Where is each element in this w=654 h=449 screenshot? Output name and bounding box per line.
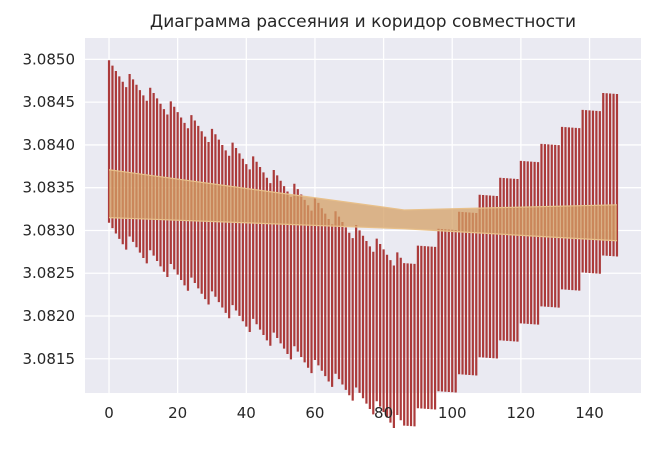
y-tick-label: 3.0815 <box>23 350 76 368</box>
y-tick-label: 3.0850 <box>23 50 76 68</box>
y-tick-label: 3.0845 <box>23 93 76 111</box>
x-tick-label: 40 <box>237 404 256 422</box>
x-tick-label: 80 <box>374 404 393 422</box>
y-axis: 3.0815 3.0820 3.0825 3.0830 3.0835 3.0840 3.08… <box>23 50 76 367</box>
y-tick-label: 3.0830 <box>23 221 76 239</box>
x-tick-label: 20 <box>168 404 187 422</box>
x-tick-label: 60 <box>305 404 324 422</box>
y-tick-label: 3.0840 <box>23 136 76 154</box>
x-tick-label: 0 <box>104 404 114 422</box>
x-tick-label: 140 <box>575 404 604 422</box>
y-tick-label: 3.0820 <box>23 307 76 325</box>
chart-title: Диаграмма рассеяния и коридор совместнос… <box>150 12 576 32</box>
x-axis: 0 20 40 60 80 100 120 140 <box>104 404 604 422</box>
corridor-lower-edge <box>109 217 618 242</box>
x-tick-label: 120 <box>507 404 536 422</box>
corridor-upper-edge <box>108 169 617 211</box>
y-tick-label: 3.0835 <box>23 179 76 197</box>
x-tick-label: 100 <box>438 404 467 422</box>
y-tick-label: 3.0825 <box>23 264 76 282</box>
compatibility-corridor <box>108 169 618 242</box>
